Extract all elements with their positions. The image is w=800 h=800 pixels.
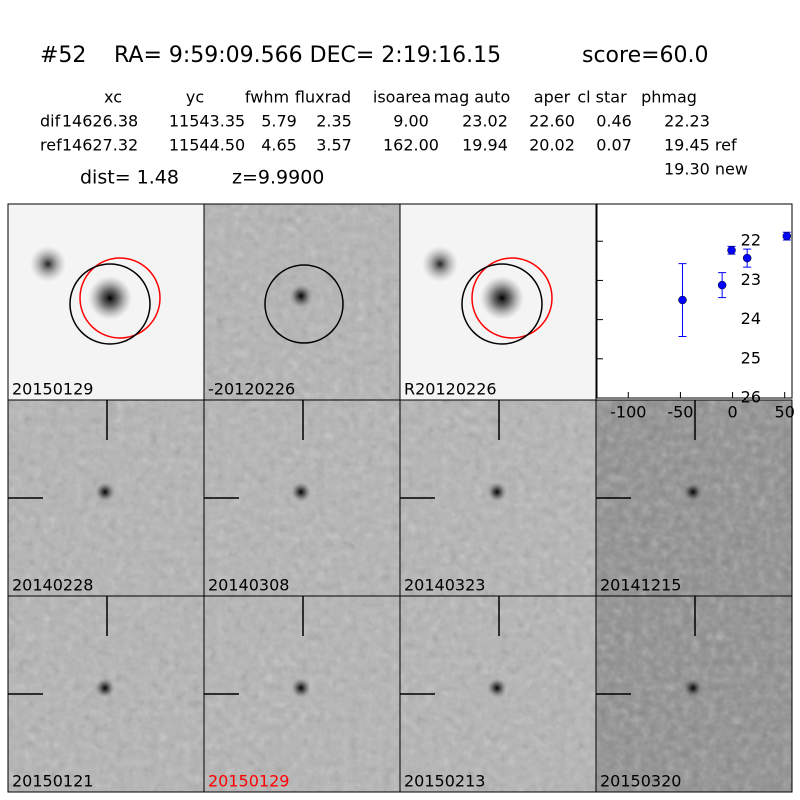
- cell: 23.02: [462, 112, 508, 131]
- y-tick-label: 24: [741, 309, 761, 328]
- y-tick-label: 26: [741, 388, 761, 407]
- panel-label: 20140323: [404, 576, 485, 595]
- x-tick-label: 50: [775, 403, 795, 422]
- cell: 19.45 ref: [664, 136, 737, 155]
- cell: 5.79: [261, 112, 297, 131]
- data-point: [727, 245, 736, 255]
- source: [95, 482, 115, 502]
- new-mag: 19.30 new: [664, 160, 748, 179]
- z: z=9.9900: [232, 167, 324, 189]
- cell: 14627.32: [62, 136, 138, 155]
- light-curve: 22 23 24 25 26 -100 -50 0 50: [596, 203, 795, 422]
- data-point: [742, 253, 752, 263]
- y-tick-label: 22: [741, 231, 761, 250]
- dist: dist= 1.48: [80, 167, 179, 189]
- source: [683, 678, 703, 698]
- panel-label: 20150320: [600, 772, 681, 791]
- panel-label: R20120226: [404, 380, 497, 399]
- column-header: isoarea: [373, 88, 431, 107]
- panel-frame: [595, 595, 793, 793]
- column-header: mag auto: [434, 88, 511, 107]
- source: [88, 276, 132, 320]
- panel-label: 20140228: [12, 576, 93, 595]
- column-header: cl star: [577, 88, 627, 107]
- source: [480, 276, 524, 320]
- x-tick-label: -100: [610, 403, 646, 422]
- column-header: aper: [534, 88, 571, 107]
- cell: 22.23: [664, 112, 710, 131]
- source: [95, 678, 115, 698]
- column-header: xc: [104, 88, 122, 107]
- panel-label: 20150213: [404, 772, 485, 791]
- panel-label: 20141215: [600, 576, 681, 595]
- data-point: [678, 295, 687, 305]
- cell: 0.46: [596, 112, 632, 131]
- panels: 20150129 -20120226 R20120226 20140228 201403…: [7, 203, 793, 793]
- plot-area: [596, 203, 793, 399]
- panel-label: 20150129: [208, 772, 289, 791]
- source: [487, 482, 507, 502]
- row-label: ref: [40, 136, 62, 155]
- column-header: phmag: [641, 88, 697, 107]
- source: [683, 482, 703, 502]
- panel-label: 20150121: [12, 772, 93, 791]
- row-label: dif: [40, 112, 61, 131]
- x-tick-label: -50: [667, 403, 693, 422]
- y-tick-label: 25: [741, 348, 761, 367]
- column-header: fwhm: [245, 88, 289, 107]
- cell: 20.02: [529, 136, 575, 155]
- cell: 4.65: [261, 136, 297, 155]
- aperture: [461, 263, 543, 345]
- cell: 11544.50: [169, 136, 245, 155]
- galaxy: [422, 246, 458, 282]
- x-tick-label: 0: [727, 403, 737, 422]
- cell: 14626.38: [62, 112, 138, 131]
- cell: 3.57: [316, 136, 352, 155]
- object-id: #52: [40, 43, 86, 68]
- cell: 19.94: [462, 136, 508, 155]
- cell: 162.00: [383, 136, 439, 155]
- cell: 11543.35: [169, 112, 245, 131]
- column-header: fluxrad: [295, 88, 351, 107]
- source: [291, 482, 311, 502]
- data-point: [717, 280, 727, 290]
- panel-label: 20150129: [12, 380, 93, 399]
- source: [289, 284, 313, 308]
- aperture: [69, 263, 151, 345]
- cell: 9.00: [393, 112, 429, 131]
- source: [487, 678, 507, 698]
- aperture-ref: [79, 257, 161, 339]
- panel-label: 20140308: [208, 576, 289, 595]
- source: [291, 678, 311, 698]
- panel-label: -20120226: [208, 380, 295, 399]
- cell: 2.35: [316, 112, 352, 131]
- column-header: yc: [186, 88, 204, 107]
- data-point: [782, 231, 792, 241]
- cell: 0.07: [596, 136, 632, 155]
- cell: 22.60: [529, 112, 575, 131]
- coordinates: RA= 9:59:09.566 DEC= 2:19:16.15: [114, 43, 501, 68]
- aperture-ref: [471, 257, 553, 339]
- score: score=60.0: [582, 43, 709, 68]
- galaxy: [30, 246, 66, 282]
- aperture: [264, 264, 344, 344]
- y-tick-label: 23: [741, 270, 761, 289]
